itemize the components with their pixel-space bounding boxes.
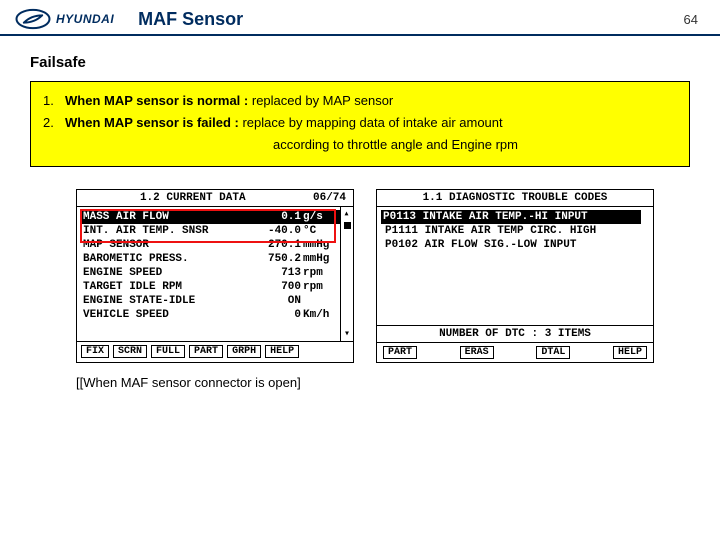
data-row[interactable]: INT. AIR TEMP. SNSR-40.0°C (83, 224, 339, 238)
part-button[interactable]: PART (189, 345, 223, 358)
fix-button[interactable]: FIX (81, 345, 109, 358)
brand-logo: HYUNDAI (14, 8, 114, 30)
dtc-title: 1.1 DIAGNOSTIC TROUBLE CODES (377, 190, 653, 207)
page-title: MAF Sensor (138, 9, 243, 30)
data-unit: mmHg (303, 253, 339, 265)
data-label: MASS AIR FLOW (83, 211, 253, 223)
data-row[interactable]: MASS AIR FLOW0.1g/s (81, 210, 341, 224)
data-value: 0.1 (253, 211, 303, 223)
data-label: MAP SENSOR (83, 239, 253, 251)
data-value: 270.1 (253, 239, 303, 251)
left-title-count: 06/74 (252, 192, 350, 204)
eras-button[interactable]: ERAS (460, 346, 494, 359)
dtc-body: P0113 INTAKE AIR TEMP.-HI INPUTP1111 INT… (377, 207, 653, 325)
failsafe-line1-bold: When MAP sensor is normal : (65, 93, 248, 108)
data-unit (303, 295, 339, 307)
list-num-2: 2. (43, 112, 65, 134)
data-unit: °C (303, 225, 339, 237)
data-row[interactable]: MAP SENSOR270.1mmHg (83, 238, 339, 252)
data-unit: mmHg (303, 239, 339, 251)
scroll-up-icon[interactable]: ▴ (344, 208, 351, 229)
dtc-panel: 1.1 DIAGNOSTIC TROUBLE CODES P0113 INTAK… (376, 189, 654, 363)
data-row[interactable]: ENGINE STATE-IDLEON (83, 294, 339, 308)
list-num-1: 1. (43, 90, 65, 112)
data-label: VEHICLE SPEED (83, 309, 253, 321)
data-label: TARGET IDLE RPM (83, 281, 253, 293)
current-data-body: ▴ ▾ MASS AIR FLOW0.1g/sINT. AIR TEMP. SN… (77, 207, 353, 341)
data-value: 713 (253, 267, 303, 279)
data-label: ENGINE SPEED (83, 267, 253, 279)
data-label: BAROMETIC PRESS. (83, 253, 253, 265)
data-value: 700 (253, 281, 303, 293)
data-unit: Km/h (303, 309, 339, 321)
grph-button[interactable]: GRPH (227, 345, 261, 358)
data-value: 0 (253, 309, 303, 321)
help-button[interactable]: HELP (265, 345, 299, 358)
panels-container: 1.2 CURRENT DATA 06/74 ▴ ▾ MASS AIR FLOW… (76, 189, 690, 363)
dtc-row[interactable]: P0102 AIR FLOW SIG.-LOW INPUT (383, 238, 639, 252)
dtc-row[interactable]: P1111 INTAKE AIR TEMP CIRC. HIGH (383, 224, 639, 238)
data-unit: rpm (303, 267, 339, 279)
page-number: 64 (684, 12, 706, 27)
brand-text: HYUNDAI (56, 12, 114, 26)
failsafe-line2-bold: When MAP sensor is failed : (65, 115, 239, 130)
header: HYUNDAI MAF Sensor 64 (0, 0, 720, 36)
dtal-button[interactable]: DTAL (536, 346, 570, 359)
scroll-down-icon[interactable]: ▾ (344, 330, 350, 340)
data-unit: g/s (303, 211, 339, 223)
current-data-title: 1.2 CURRENT DATA 06/74 (77, 190, 353, 207)
data-value: -40.0 (253, 225, 303, 237)
left-title-text: 1.2 CURRENT DATA (80, 192, 246, 204)
data-row[interactable]: ENGINE SPEED713rpm (83, 266, 339, 280)
current-data-panel: 1.2 CURRENT DATA 06/74 ▴ ▾ MASS AIR FLOW… (76, 189, 354, 363)
dtc-footer: PART ERAS DTAL HELP (377, 342, 653, 362)
failsafe-line1-rest: replaced by MAP sensor (248, 93, 393, 108)
data-label: ENGINE STATE-IDLE (83, 295, 253, 307)
data-unit: rpm (303, 281, 339, 293)
data-value: ON (253, 295, 303, 307)
scrollbar[interactable]: ▴ ▾ (340, 207, 353, 341)
data-value: 750.2 (253, 253, 303, 265)
current-data-footer: FIX SCRN FULL PART GRPH HELP (77, 341, 353, 361)
data-row[interactable]: BAROMETIC PRESS.750.2mmHg (83, 252, 339, 266)
dtc-count: NUMBER OF DTC : 3 ITEMS (377, 325, 653, 342)
help-button[interactable]: HELP (613, 346, 647, 359)
part-button[interactable]: PART (383, 346, 417, 359)
subheading: Failsafe (30, 54, 720, 71)
data-row[interactable]: VEHICLE SPEED0Km/h (83, 308, 339, 322)
data-row[interactable]: TARGET IDLE RPM700rpm (83, 280, 339, 294)
hyundai-logo-icon (14, 8, 52, 30)
failsafe-line3: according to throttle angle and Engine r… (43, 134, 677, 156)
data-label: INT. AIR TEMP. SNSR (83, 225, 253, 237)
full-button[interactable]: FULL (151, 345, 185, 358)
failsafe-line2-rest: replace by mapping data of intake air am… (239, 115, 503, 130)
failsafe-box: 1. When MAP sensor is normal : replaced … (30, 81, 690, 167)
scrn-button[interactable]: SCRN (113, 345, 147, 358)
dtc-row[interactable]: P0113 INTAKE AIR TEMP.-HI INPUT (381, 210, 641, 224)
caption: [[When MAF sensor connector is open] (76, 375, 720, 390)
